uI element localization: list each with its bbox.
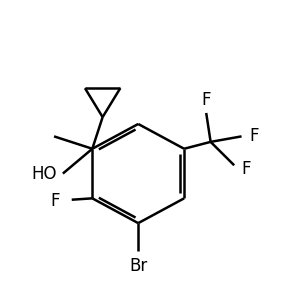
Text: Br: Br bbox=[129, 257, 147, 275]
Text: F: F bbox=[202, 91, 211, 109]
Text: F: F bbox=[51, 192, 60, 210]
Text: HO: HO bbox=[31, 165, 56, 183]
Text: F: F bbox=[249, 127, 259, 145]
Text: F: F bbox=[242, 160, 251, 178]
